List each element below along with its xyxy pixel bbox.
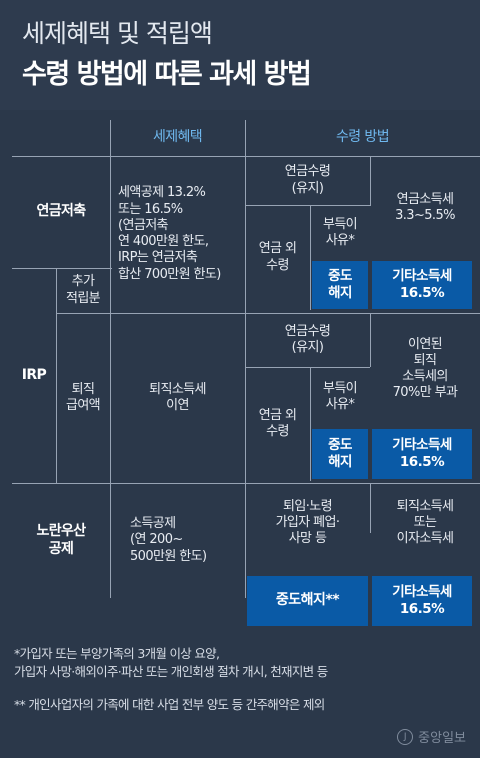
- pension-savings-tax-benefit: 세액공제 13.2% 또는 16.5% (연금저축 연 400만원 한도, IR…: [118, 185, 221, 282]
- pension-savings-other-income-tax: 기타소득세 16.5%: [372, 261, 472, 309]
- irp-annuity-tax: 이연된 퇴직 소득세의 70%만 부과: [392, 336, 458, 401]
- pension-savings-unavoidable-reason: 부득이 사유*: [322, 216, 358, 248]
- col-header-receipt-method: 수령 방법: [336, 129, 390, 146]
- irp-non-annuity-receipt: 연금 외 수령: [258, 407, 297, 439]
- pension-savings-annuity-tax: 연금소득세 3.3~5.5%: [395, 191, 455, 223]
- pension-savings-early-termination: 중도 해지: [312, 261, 368, 309]
- irp-unavoidable-reason: 부득이 사유*: [322, 380, 358, 412]
- irp-additional-contribution: 추가 적립분: [65, 274, 101, 306]
- irp-retirement-tax-deferral: 퇴직소득세 이연: [149, 381, 206, 413]
- row-label-pension-savings: 연금저축: [36, 203, 86, 220]
- yellow-umbrella-tax-benefit: 소득공제 (연 200~ 500만원 한도): [130, 516, 207, 564]
- col-header-tax-benefit: 세제혜택: [152, 129, 203, 146]
- yellow-umbrella-reasons-tax: 퇴직소득세 또는 이자소득세: [396, 498, 454, 547]
- pension-savings-annuity-receipt: 연금수령 (유지): [284, 164, 331, 196]
- logo-text: 중앙일보: [418, 731, 466, 746]
- irp-retirement-benefit: 퇴직 급여액: [65, 381, 101, 413]
- irp-annuity-receipt: 연금수령 (유지): [284, 323, 331, 355]
- joongang-logo: J 중앙일보: [397, 727, 466, 746]
- title-line-1: 세제혜택 및 적립액: [22, 19, 213, 48]
- yellow-umbrella-other-income-tax: 기타소득세 16.5%: [372, 576, 472, 626]
- footnote-2: ** 개인사업자의 가족에 대한 사업 전부 양도 등 간주해약은 제외: [14, 697, 325, 712]
- yellow-umbrella-reasons: 퇴임·노령 가입자 폐업· 사망 등: [275, 498, 340, 547]
- logo-mark-icon: J: [397, 728, 414, 745]
- row-label-yellow-umbrella: 노란우산 공제: [36, 523, 86, 557]
- irp-early-termination: 중도 해지: [312, 429, 368, 479]
- yellow-umbrella-early-termination: 중도해지**: [247, 576, 368, 626]
- irp-other-income-tax: 기타소득세 16.5%: [372, 429, 472, 479]
- footnote-1: *가입자 또는 부양가족의 3개월 이상 요양, 가입자 사망·해외이주·파산 …: [14, 646, 328, 679]
- pension-savings-non-annuity-receipt: 연금 외 수령: [258, 241, 297, 273]
- row-label-irp: IRP: [21, 366, 47, 383]
- title-line-2: 수령 방법에 따른 과세 방법: [22, 59, 312, 90]
